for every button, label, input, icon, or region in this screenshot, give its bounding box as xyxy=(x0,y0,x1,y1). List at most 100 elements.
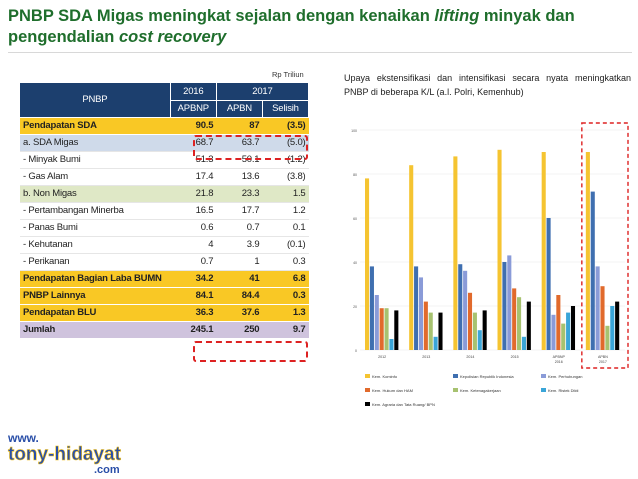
row-value: 37.6 xyxy=(216,304,263,322)
row-value: 0.7 xyxy=(170,253,217,271)
bar xyxy=(570,306,576,350)
table-body: Pendapatan SDA 90.5 87 (3.5) a. SDA Migas 68.… xyxy=(20,117,309,339)
table-row: - Pertambangan Minerba 16.5 17.7 1.2 xyxy=(20,202,309,220)
x-tick-label: 2017 xyxy=(599,360,607,364)
logo-www: www. xyxy=(7,431,39,445)
bar xyxy=(467,292,473,350)
row-value: 17.7 xyxy=(216,202,263,220)
bar xyxy=(541,152,546,350)
row-value: 23.3 xyxy=(216,185,263,203)
row-value: (5.0) xyxy=(262,134,309,152)
kl-pnbp-chart: 0 20 40 60 80 100 2012 2013 2014 2015 APBNP 2016 APB… xyxy=(340,120,635,420)
row-value: 84.4 xyxy=(216,287,263,305)
table-row: Jumlah 245.1 250 9.7 xyxy=(20,321,309,339)
bar xyxy=(458,264,463,350)
pnbp-table: PNBP 2016 2017 APBNP APBN Selisih Pendap… xyxy=(20,83,310,339)
legend-label: Kem. Kominfo xyxy=(372,374,398,379)
y-tick-label: 40 xyxy=(353,261,357,265)
bar xyxy=(526,301,531,350)
legend-label: Kem. Perhubungan xyxy=(548,374,582,379)
bar xyxy=(507,255,512,350)
row-value: 6.8 xyxy=(262,270,309,288)
table-row: Pendapatan SDA 90.5 87 (3.5) xyxy=(20,117,309,135)
header-2017: 2017 xyxy=(216,83,310,101)
table-row: - Gas Alam 17.4 13.6 (3.8) xyxy=(20,168,309,186)
legend-swatch xyxy=(453,374,458,378)
x-tick-label: 2012 xyxy=(378,355,386,359)
row-label: - Minyak Bumi xyxy=(20,151,171,169)
row-value: 13.6 xyxy=(216,168,263,186)
bar xyxy=(605,325,610,350)
header-pnbp: PNBP xyxy=(20,83,171,118)
y-tick-label: 80 xyxy=(353,173,357,177)
y-tick-label: 60 xyxy=(353,217,357,221)
header-2016: 2016 xyxy=(170,83,217,101)
bar xyxy=(566,312,571,350)
row-label: - Gas Alam xyxy=(20,168,171,186)
legend-label: Kem. Ristek Dikti xyxy=(548,388,579,393)
bar xyxy=(384,308,389,350)
bar xyxy=(561,323,566,350)
legend-swatch xyxy=(541,388,546,392)
row-value: 1.3 xyxy=(262,304,309,322)
bar xyxy=(482,310,487,350)
row-value: (3.5) xyxy=(262,117,309,135)
table-row: Pendapatan Bagian Laba BUMN 34.2 41 6.8 xyxy=(20,270,309,288)
row-value: 36.3 xyxy=(170,304,217,322)
y-tick-label: 0 xyxy=(355,349,357,353)
table-row: - Minyak Bumi 51.3 50.1 (1.2) xyxy=(20,151,309,169)
row-value: 0.7 xyxy=(216,219,263,237)
legend-swatch xyxy=(365,374,370,378)
row-value: 1.5 xyxy=(262,185,309,203)
row-value: 16.5 xyxy=(170,202,217,220)
row-value: (3.8) xyxy=(262,168,309,186)
bar xyxy=(585,152,590,350)
row-value: 9.7 xyxy=(262,321,309,339)
row-value: 0.1 xyxy=(262,219,309,237)
row-value: (0.1) xyxy=(262,236,309,254)
row-value: 17.4 xyxy=(170,168,217,186)
row-value: 90.5 xyxy=(170,117,217,135)
row-value: 41 xyxy=(216,270,263,288)
legend-label: Kem. Ketenagakerjaan xyxy=(460,388,501,393)
row-value: 87 xyxy=(216,117,263,135)
legend-swatch xyxy=(541,374,546,378)
title-text-2: minyak dan pengendalian xyxy=(8,7,575,46)
bar xyxy=(409,165,414,350)
bar xyxy=(512,288,517,350)
title-text-1: PNBP SDA Migas meningkat sejalan dengan … xyxy=(8,7,435,25)
legend-swatch xyxy=(453,388,458,392)
bar xyxy=(472,312,477,350)
row-value: 0.3 xyxy=(262,287,309,305)
bar xyxy=(521,336,526,350)
bar xyxy=(463,270,468,350)
bar xyxy=(600,286,605,350)
row-value: 0.3 xyxy=(262,253,309,271)
bar xyxy=(453,156,458,350)
highlight-sda-migas xyxy=(193,135,308,160)
x-tick-label: APBNP xyxy=(553,355,566,359)
bar xyxy=(428,312,433,350)
row-value: 34.2 xyxy=(170,270,217,288)
row-label: Pendapatan SDA xyxy=(20,117,171,135)
legend-label: Kem. Hukum dan HAM xyxy=(372,388,413,393)
header-selisih: Selisih xyxy=(262,100,310,118)
row-label: a. SDA Migas xyxy=(20,134,171,152)
bar xyxy=(546,218,551,350)
header-apbn: APBN xyxy=(216,100,263,118)
x-tick-label: 2016 xyxy=(555,360,563,364)
bar xyxy=(394,310,399,350)
row-value: 0.6 xyxy=(170,219,217,237)
row-label: - Pertambangan Minerba xyxy=(20,202,171,220)
legend-label: Kem. Agraria dan Tata Ruang/ BPN xyxy=(372,402,435,407)
x-tick-label: 2013 xyxy=(422,355,430,359)
bar xyxy=(497,149,502,350)
bar xyxy=(590,191,595,350)
bar xyxy=(517,297,522,350)
row-label: - Kehutanan xyxy=(20,236,171,254)
x-tick-label: 2015 xyxy=(511,355,519,359)
y-tick-label: 20 xyxy=(353,305,357,309)
side-caption: Upaya ekstensifikasi dan intensifikasi s… xyxy=(344,73,631,97)
table-row: - Panas Bumi 0.6 0.7 0.1 xyxy=(20,219,309,237)
